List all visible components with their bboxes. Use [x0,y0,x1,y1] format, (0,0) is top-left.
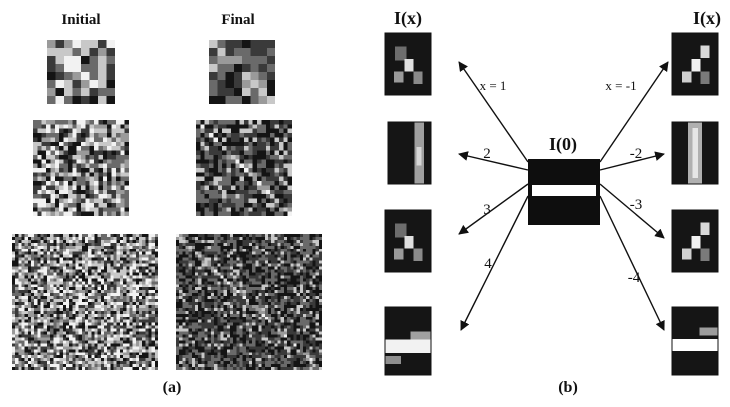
header-final: Final [221,12,254,28]
arrow-x2 [458,151,529,171]
arrow-x1 [458,61,529,163]
image-x2 [387,121,432,185]
caption-b: (b) [558,379,578,396]
arrow-labels-right: x = -1 -2 -3 -4 [605,78,642,286]
matrix-initial-medium [33,120,130,217]
image-x1 [384,32,432,96]
image-i0 [528,159,600,225]
image-xm2 [671,121,719,185]
arrow-labels-left: x = 1 2 3 4 [480,78,507,272]
panel-a-grids [12,40,323,371]
image-x4 [384,306,432,376]
header-left-ix: I(x) [394,8,422,29]
panel-b: I(x) I(x) I(0) x = 1 2 3 4 x = -1 -2 -3 … [384,8,721,396]
caption-a: (a) [163,379,182,396]
panel-b-grids [384,32,719,376]
arrow-label-xm1: x = -1 [605,78,636,93]
arrow-xm4 [599,195,665,331]
arrows-left [458,61,529,331]
arrow-label-4: 4 [484,256,492,272]
arrow-label-m4: -4 [628,270,641,286]
image-xm1 [671,32,719,96]
matrix-final-medium [196,120,293,217]
arrow-xm1 [599,61,669,163]
image-xm3 [671,209,719,273]
matrix-initial-large [12,234,159,371]
image-x3 [384,209,432,273]
arrow-label-x1: x = 1 [480,78,507,93]
matrix-final-small [209,40,276,105]
matrix-initial-small [47,40,116,105]
matrix-final-large [176,234,323,371]
arrow-xm3 [599,183,665,239]
image-xm4 [671,306,719,376]
arrow-label-m3: -3 [630,197,643,213]
arrow-xm2 [599,151,665,171]
header-initial: Initial [61,12,100,28]
arrow-label-2: 2 [483,146,491,162]
arrow-label-3: 3 [483,202,491,218]
arrow-label-m2: -2 [630,146,643,162]
panel-a: Initial Final (a) [12,12,323,396]
arrows-right [599,61,669,331]
header-right-ix: I(x) [693,8,721,29]
arrow-x3 [458,183,529,235]
arrow-x4 [460,195,529,331]
center-label-i0: I(0) [549,134,577,155]
